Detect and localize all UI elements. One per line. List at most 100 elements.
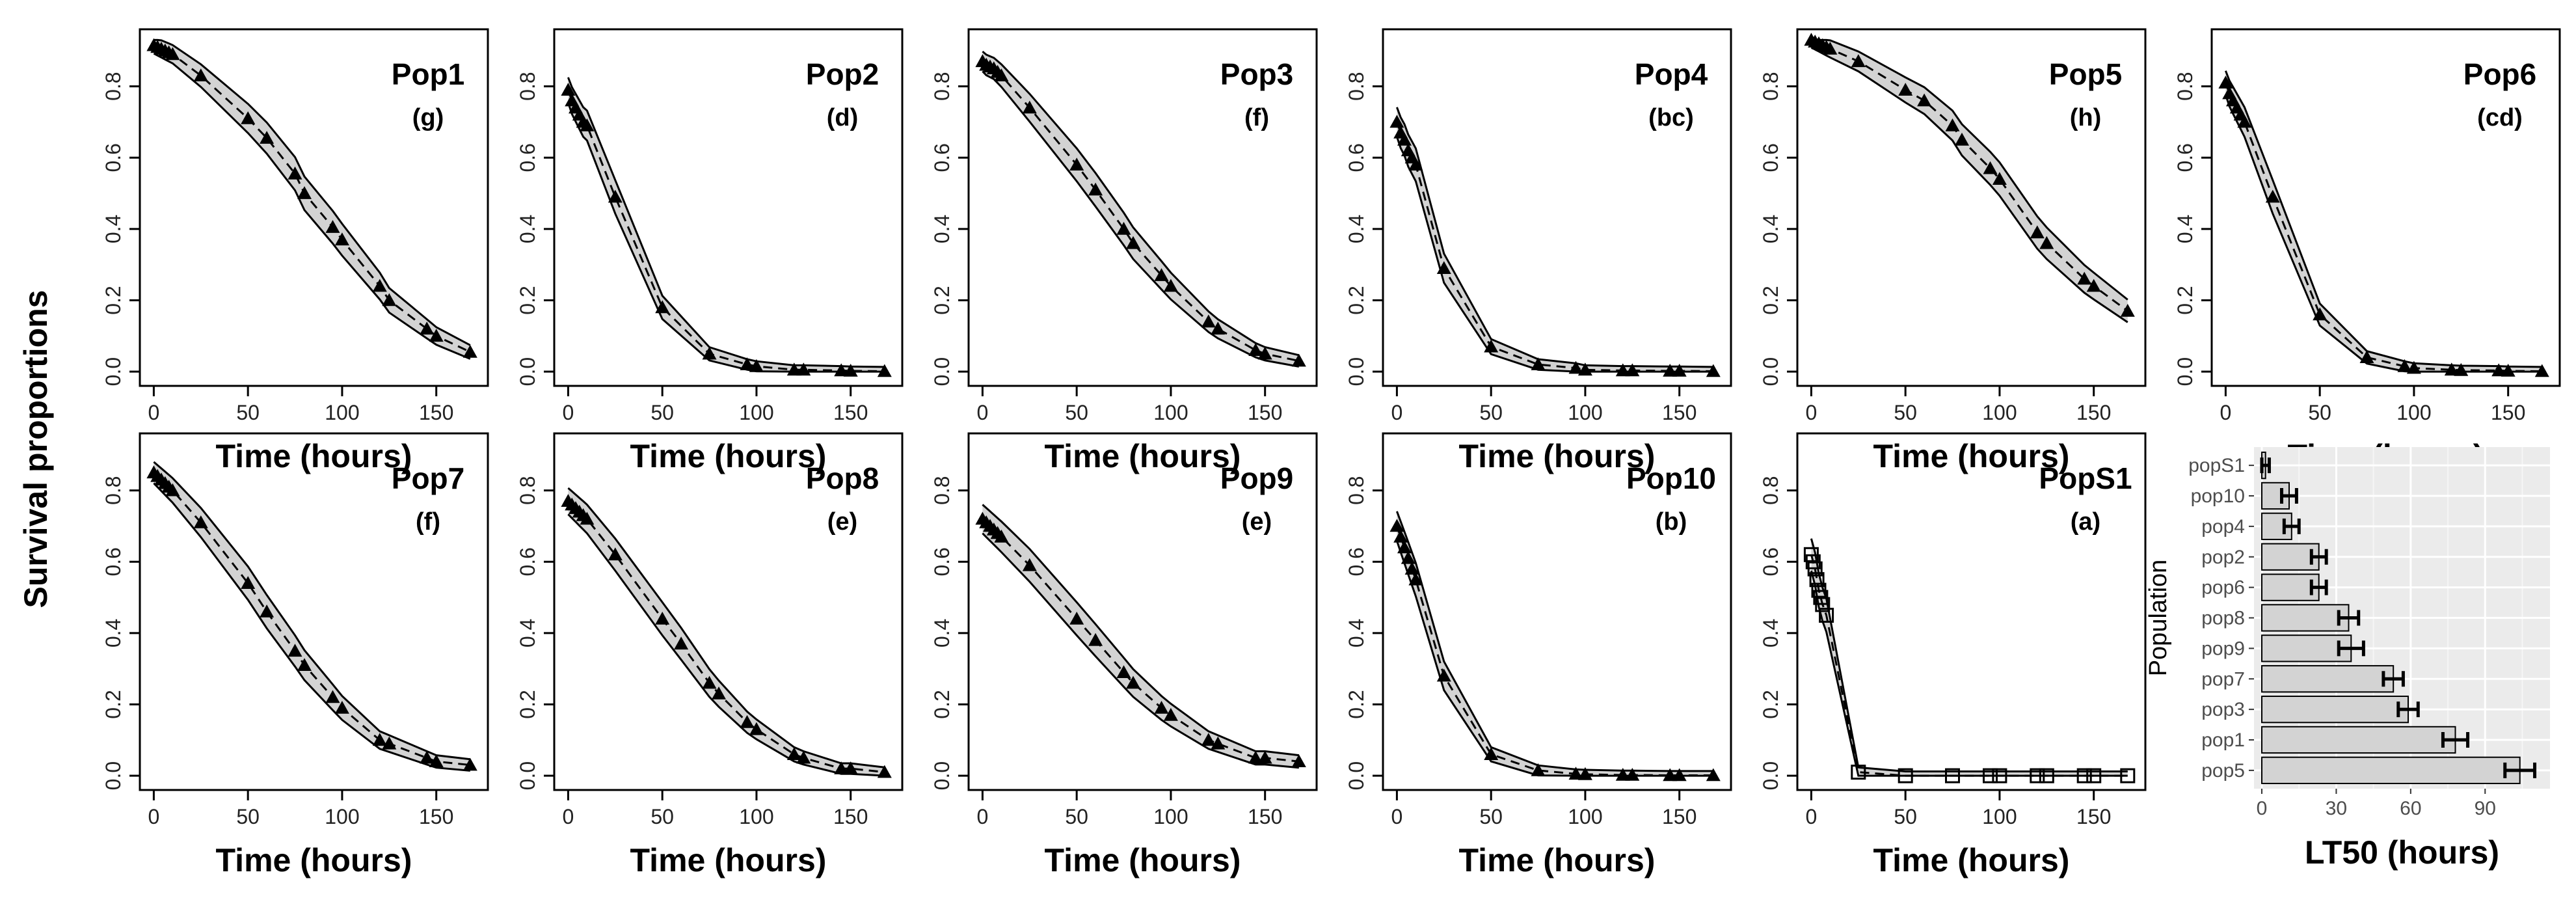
x-tick-label: 100 bbox=[325, 401, 359, 424]
data-point bbox=[2534, 364, 2549, 377]
data-point bbox=[749, 359, 764, 372]
fitted-line bbox=[1395, 121, 1713, 372]
y-tick-label: 0.6 bbox=[101, 143, 125, 172]
y-tick-label: 0.0 bbox=[101, 357, 125, 386]
x-tick-label: 100 bbox=[1568, 805, 1602, 828]
y-tick-label: 0.4 bbox=[2173, 215, 2197, 243]
data-point bbox=[843, 364, 858, 377]
x-axis-label: Time (hours) bbox=[630, 438, 827, 474]
y-tick-label: 0.4 bbox=[1345, 619, 1368, 647]
data-point bbox=[1211, 736, 1226, 750]
x-tick-label: 30 bbox=[2326, 798, 2347, 819]
x-tick-label: 100 bbox=[739, 401, 773, 424]
panel-pop5: 0 50 100 150 0.0 0.2 0.4 0.6 0.8 Pop5 (h) Time (hou… bbox=[1759, 28, 2147, 474]
data-point bbox=[1531, 763, 1546, 776]
y-tick-label: 0.8 bbox=[516, 72, 539, 100]
data-point bbox=[1672, 364, 1687, 377]
data-point bbox=[1851, 765, 1866, 780]
data-point bbox=[1404, 562, 1419, 575]
fitted-line bbox=[1810, 554, 2128, 777]
data-point bbox=[1615, 768, 1630, 781]
data-point bbox=[1807, 561, 1823, 577]
data-point bbox=[260, 605, 275, 618]
y-tick-label: 0.0 bbox=[1759, 761, 1782, 790]
upper-bound-line bbox=[1395, 107, 1713, 368]
y-tick-label: 0.4 bbox=[516, 215, 539, 243]
data-point bbox=[1154, 268, 1169, 281]
y-tick-label: 0.4 bbox=[516, 619, 539, 647]
plot-frame bbox=[553, 28, 904, 387]
data-point bbox=[1823, 42, 1838, 55]
plot-frame bbox=[139, 432, 489, 791]
panel-group-letter: (cd) bbox=[2477, 104, 2523, 131]
data-point bbox=[2030, 225, 2045, 239]
data-point bbox=[382, 736, 397, 750]
x-tick-label: 150 bbox=[1248, 805, 1282, 828]
data-point bbox=[994, 68, 1009, 81]
y-axis-label: Population bbox=[2145, 560, 2172, 677]
data-point bbox=[165, 483, 180, 497]
data-point bbox=[325, 220, 340, 233]
x-tick-label: 50 bbox=[1479, 805, 1503, 828]
data-point bbox=[260, 131, 275, 144]
x-tick-label: 50 bbox=[1894, 805, 1917, 828]
panel-group-letter: (f) bbox=[416, 508, 440, 536]
x-tick-label: 100 bbox=[1982, 805, 2017, 828]
plot-frame bbox=[1382, 28, 1732, 387]
panel-pop10: 0 50 100 150 0.0 0.2 0.4 0.6 0.8 Pop10 (b) Time (ho… bbox=[1345, 432, 1732, 878]
y-tick-label: 0.6 bbox=[101, 547, 125, 576]
data-point bbox=[1408, 572, 1423, 586]
data-point bbox=[740, 714, 755, 728]
data-point bbox=[193, 515, 208, 528]
data-point bbox=[1291, 754, 1306, 767]
data-point bbox=[2265, 189, 2280, 203]
data-point bbox=[1568, 767, 1583, 780]
y-tick-label: 0.4 bbox=[101, 215, 125, 243]
x-tick-label: 50 bbox=[2308, 401, 2331, 424]
confidence-band bbox=[154, 40, 470, 359]
x-tick-label: 150 bbox=[1662, 401, 1697, 424]
y-tick-label: 0.6 bbox=[930, 547, 954, 576]
data-point bbox=[2086, 768, 2102, 783]
y-tick-label: 0.2 bbox=[2173, 286, 2197, 314]
x-tick-label: 0 bbox=[977, 401, 989, 424]
data-point bbox=[372, 733, 387, 746]
data-point bbox=[608, 189, 623, 203]
data-point bbox=[1672, 768, 1687, 782]
data-point bbox=[1201, 733, 1216, 746]
data-point bbox=[1022, 100, 1037, 114]
data-point bbox=[241, 576, 256, 589]
y-tick-label: 0.4 bbox=[1759, 619, 1782, 647]
data-point bbox=[2030, 768, 2045, 783]
panel-group-letter: (bc) bbox=[1648, 104, 1694, 131]
data-point bbox=[1898, 768, 1913, 783]
fitted-line bbox=[982, 61, 1300, 362]
x-axis-label: Time (hours) bbox=[630, 842, 827, 878]
data-point bbox=[1851, 54, 1866, 68]
x-axis-label: Time (hours) bbox=[1873, 438, 2070, 474]
y-tick-label: 0.2 bbox=[101, 286, 125, 314]
data-point bbox=[580, 118, 595, 131]
x-tick-label: 90 bbox=[2475, 798, 2496, 819]
y-tick-label: 0.0 bbox=[930, 761, 954, 790]
data-point bbox=[1945, 118, 1960, 131]
data-point bbox=[2397, 359, 2412, 372]
data-point bbox=[1248, 750, 1263, 764]
data-point bbox=[325, 690, 340, 703]
bar-pop5 bbox=[2261, 756, 2521, 784]
category-label: pop3 bbox=[2201, 699, 2245, 720]
data-point bbox=[1577, 767, 1592, 780]
panel-pop8: 0 50 100 150 0.0 0.2 0.4 0.6 0.8 Pop8 (e) Time (hou… bbox=[516, 432, 904, 878]
data-point bbox=[1484, 339, 1499, 353]
data-point bbox=[288, 166, 302, 180]
panel-group-letter: (e) bbox=[827, 508, 857, 536]
data-point bbox=[834, 761, 849, 774]
data-point bbox=[334, 701, 349, 714]
panel-title: Pop1 bbox=[392, 57, 464, 91]
data-point bbox=[1663, 364, 1678, 377]
data-point bbox=[580, 511, 595, 525]
data-point bbox=[1201, 314, 1216, 328]
data-point bbox=[1706, 364, 1721, 377]
data-point bbox=[1809, 572, 1825, 588]
